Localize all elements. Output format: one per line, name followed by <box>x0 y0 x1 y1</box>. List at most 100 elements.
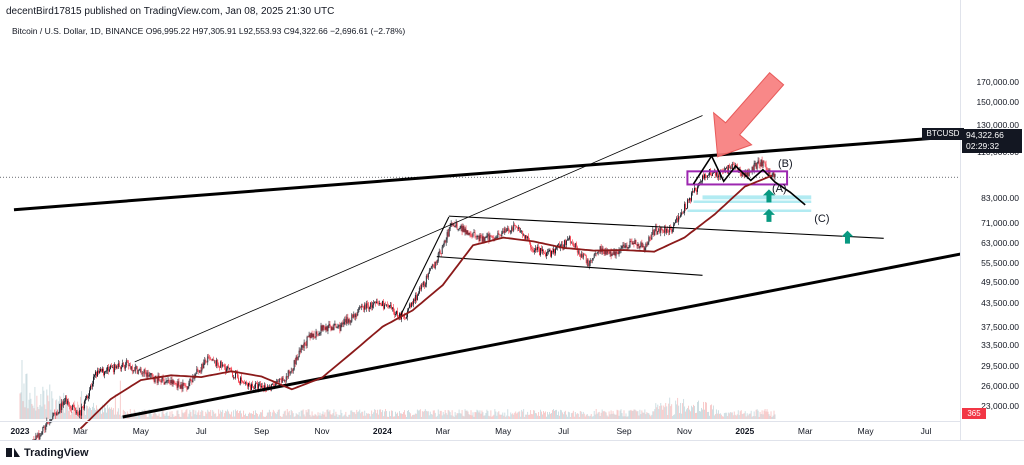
volume-bar <box>701 408 702 419</box>
volume-bar <box>428 411 429 419</box>
candle <box>679 216 680 219</box>
volume-bar <box>629 411 630 419</box>
volume-bar <box>169 416 170 419</box>
candle <box>535 245 536 253</box>
candle <box>445 240 446 243</box>
tradingview-logo[interactable]: TradingView <box>6 447 89 459</box>
candle <box>70 405 71 411</box>
candle <box>448 229 449 237</box>
volume-bar <box>595 415 596 419</box>
volume-bar <box>703 402 704 419</box>
candle <box>451 220 452 227</box>
volume-bar <box>206 414 207 419</box>
volume-bar <box>665 403 666 419</box>
volume-bar <box>726 413 727 419</box>
volume-bar <box>559 416 560 419</box>
volume-bar <box>765 409 766 419</box>
volume-bar <box>294 417 295 419</box>
volume-bar <box>616 415 617 419</box>
volume-bar <box>673 415 674 419</box>
volume-bar <box>615 415 616 419</box>
candle <box>729 163 730 168</box>
candle <box>542 246 543 254</box>
volume-bar <box>754 411 755 419</box>
candle <box>530 242 531 250</box>
candle <box>480 233 481 241</box>
volume-bar <box>507 409 508 419</box>
candle <box>107 365 108 374</box>
candle <box>633 241 634 248</box>
candle <box>111 363 112 367</box>
volume-bar <box>770 416 771 419</box>
volume-bar <box>720 413 721 419</box>
candle <box>685 202 686 211</box>
volume-bar <box>21 392 22 419</box>
volume-bar <box>289 411 290 419</box>
candle <box>573 242 574 248</box>
candle <box>412 301 413 306</box>
volume-bar <box>438 409 439 419</box>
time-axis[interactable]: 2023 Mar May Jul Sep Nov 2024 Mar May Ju… <box>0 421 960 440</box>
candle <box>649 236 650 241</box>
candle <box>635 240 636 245</box>
candle <box>646 241 647 246</box>
candle <box>198 370 199 374</box>
volume-bar <box>426 411 427 419</box>
candle <box>624 242 625 248</box>
candle <box>86 395 87 401</box>
volume-bar <box>213 412 214 419</box>
volume-bar <box>178 414 179 419</box>
volume-bar <box>402 414 403 419</box>
volume-bar <box>321 416 322 419</box>
candle <box>593 258 594 261</box>
candle <box>645 242 646 250</box>
candle <box>677 215 678 223</box>
candle <box>206 361 207 362</box>
volume-bar <box>68 411 69 419</box>
candle <box>561 241 562 247</box>
volume-bar <box>661 406 662 419</box>
candle <box>256 382 257 384</box>
volume-bar <box>285 411 286 419</box>
volume-bar <box>659 406 660 419</box>
volume-bar <box>314 416 315 419</box>
candle <box>72 404 73 410</box>
candle <box>139 369 140 371</box>
volume-bar <box>631 411 632 419</box>
volume-bar <box>380 409 381 419</box>
volume-bar <box>340 410 341 419</box>
volume-bar <box>670 406 671 419</box>
volume-bar <box>652 411 653 419</box>
candle <box>113 364 114 374</box>
volume-bar <box>755 416 756 419</box>
candle <box>389 305 390 309</box>
candle <box>666 228 667 234</box>
price-axis[interactable]: 170,000.00 150,000.00 130,000.00 110,000… <box>960 0 1024 440</box>
volume-bar <box>743 414 744 419</box>
volume-bar <box>698 401 699 419</box>
price-chart[interactable]: (B) (A) (C) <box>0 0 960 440</box>
candle <box>674 222 675 225</box>
candle <box>517 227 518 231</box>
volume-bar <box>381 412 382 419</box>
candle <box>694 185 695 193</box>
volume-bar <box>621 409 622 419</box>
volume-bar <box>511 414 512 419</box>
candle <box>631 238 632 244</box>
x-tick-label: Sep <box>254 426 269 436</box>
candle <box>454 221 455 227</box>
candle <box>87 395 88 400</box>
candle <box>538 244 539 252</box>
candle <box>165 382 166 385</box>
candle <box>357 309 358 316</box>
candle <box>584 253 585 255</box>
volume-bar <box>548 414 549 419</box>
candle <box>282 376 283 383</box>
volume-bar <box>34 387 35 419</box>
candle <box>762 157 763 169</box>
candle <box>241 374 242 384</box>
candle <box>208 354 209 359</box>
volume-bar <box>681 414 682 419</box>
volume-bar <box>227 409 228 419</box>
volume-bar <box>474 417 475 419</box>
